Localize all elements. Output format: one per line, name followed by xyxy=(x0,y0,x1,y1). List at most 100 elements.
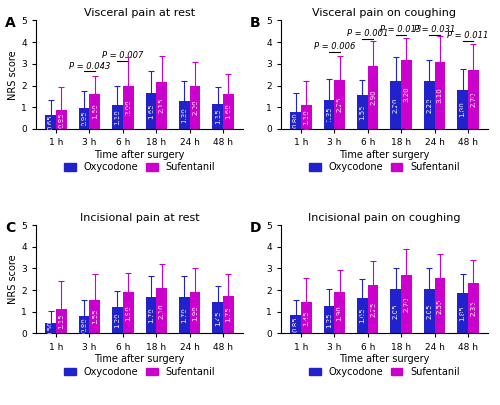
Text: 2.20: 2.20 xyxy=(393,97,399,113)
Text: 2.10: 2.10 xyxy=(158,303,164,319)
Text: 1.45: 1.45 xyxy=(303,310,309,326)
Bar xyxy=(146,296,156,333)
Text: P = 0.043: P = 0.043 xyxy=(68,62,110,70)
Bar xyxy=(112,307,123,333)
Text: 1.70: 1.70 xyxy=(182,307,188,323)
Text: 1.65: 1.65 xyxy=(148,103,154,119)
Text: 0.85: 0.85 xyxy=(292,316,298,332)
Bar xyxy=(78,316,90,333)
Bar xyxy=(78,108,90,129)
X-axis label: Time after surgery: Time after surgery xyxy=(339,150,430,160)
Legend: Oxycodone, Sufentanil: Oxycodone, Sufentanil xyxy=(305,363,464,381)
Bar xyxy=(190,85,200,129)
Bar xyxy=(56,309,66,333)
Bar xyxy=(334,80,345,129)
Text: 2.70: 2.70 xyxy=(404,296,409,312)
Bar xyxy=(357,95,368,129)
Text: 2.25: 2.25 xyxy=(370,301,376,317)
Bar xyxy=(90,300,100,333)
Bar xyxy=(212,104,223,129)
Text: 2.55: 2.55 xyxy=(437,298,443,313)
Y-axis label: NRS score: NRS score xyxy=(8,50,18,100)
Text: 1.55: 1.55 xyxy=(360,104,366,120)
Text: 3.10: 3.10 xyxy=(437,87,443,103)
Text: 2.35: 2.35 xyxy=(470,300,476,316)
Bar xyxy=(434,62,445,129)
Bar xyxy=(324,307,334,333)
Text: 1.15: 1.15 xyxy=(58,313,64,329)
Legend: Oxycodone, Sufentanil: Oxycodone, Sufentanil xyxy=(60,158,219,176)
Bar xyxy=(401,60,412,129)
Text: 1.90: 1.90 xyxy=(192,305,198,321)
Text: 2.00: 2.00 xyxy=(192,99,198,115)
Bar xyxy=(179,296,190,333)
Bar xyxy=(390,81,401,129)
Text: 1.30: 1.30 xyxy=(182,107,188,123)
Bar xyxy=(156,288,167,333)
Bar xyxy=(46,323,56,333)
Bar xyxy=(357,298,368,333)
Bar xyxy=(123,85,134,129)
Bar xyxy=(156,82,167,129)
Bar xyxy=(190,292,200,333)
Bar xyxy=(56,111,66,129)
Text: 2.15: 2.15 xyxy=(158,98,164,113)
Legend: Oxycodone, Sufentanil: Oxycodone, Sufentanil xyxy=(305,158,464,176)
Bar xyxy=(368,285,378,333)
Text: 1.25: 1.25 xyxy=(326,312,332,328)
Text: 1.65: 1.65 xyxy=(360,308,366,324)
Text: 0.85: 0.85 xyxy=(58,112,64,128)
Text: 0.95: 0.95 xyxy=(81,111,87,126)
Text: 2.00: 2.00 xyxy=(125,99,131,115)
Bar xyxy=(424,81,434,129)
Text: 1.75: 1.75 xyxy=(226,307,232,322)
Text: B: B xyxy=(250,16,260,30)
Bar xyxy=(434,278,445,333)
X-axis label: Time after surgery: Time after surgery xyxy=(339,354,430,364)
Bar xyxy=(123,292,134,333)
X-axis label: Time after surgery: Time after surgery xyxy=(94,354,184,364)
Y-axis label: NRS score: NRS score xyxy=(8,254,18,304)
Bar xyxy=(146,93,156,129)
Bar xyxy=(301,105,312,129)
Text: 1.35: 1.35 xyxy=(326,107,332,122)
Bar xyxy=(334,292,345,333)
Text: 1.90: 1.90 xyxy=(336,305,342,321)
Bar xyxy=(424,289,434,333)
Text: P = 0.013: P = 0.013 xyxy=(380,25,422,34)
Text: 0.80: 0.80 xyxy=(81,317,87,333)
Text: 3.20: 3.20 xyxy=(404,86,409,102)
Text: 1.10: 1.10 xyxy=(303,109,309,125)
Text: P = 0.006: P = 0.006 xyxy=(314,42,355,51)
Text: 2.70: 2.70 xyxy=(470,92,476,107)
Text: D: D xyxy=(250,221,261,235)
Bar xyxy=(212,302,223,333)
Bar xyxy=(458,90,468,129)
X-axis label: Time after surgery: Time after surgery xyxy=(94,150,184,160)
Text: 1.55: 1.55 xyxy=(92,309,98,324)
Bar xyxy=(468,283,478,333)
Bar xyxy=(290,111,301,129)
Bar xyxy=(179,101,190,129)
Text: P = 0.007: P = 0.007 xyxy=(102,51,144,60)
Text: P = 0.001: P = 0.001 xyxy=(347,29,389,38)
Text: 2.05: 2.05 xyxy=(393,303,399,319)
Text: 1.60: 1.60 xyxy=(92,104,98,119)
Text: 1.15: 1.15 xyxy=(214,109,220,124)
Bar xyxy=(90,94,100,129)
Text: 1.80: 1.80 xyxy=(460,102,466,117)
Bar xyxy=(401,275,412,333)
Bar xyxy=(223,94,234,129)
Bar xyxy=(46,115,56,129)
Text: A: A xyxy=(5,16,15,30)
Bar xyxy=(112,105,123,129)
Bar xyxy=(458,293,468,333)
Text: 2.20: 2.20 xyxy=(426,97,432,113)
Text: 0.80: 0.80 xyxy=(292,112,298,128)
Text: 1.70: 1.70 xyxy=(148,307,154,323)
Text: P = 0.031: P = 0.031 xyxy=(414,25,455,34)
Bar xyxy=(290,315,301,333)
Bar xyxy=(301,302,312,333)
Text: 2.05: 2.05 xyxy=(426,303,432,319)
Text: 0.65: 0.65 xyxy=(48,114,54,130)
